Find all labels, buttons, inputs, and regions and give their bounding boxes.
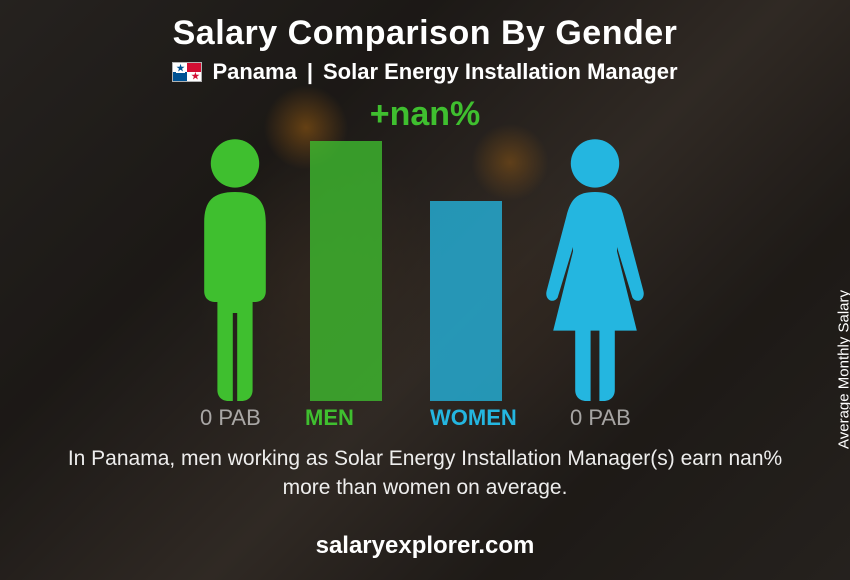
women-bar (430, 201, 502, 401)
y-axis-label: Average Monthly Salary (836, 290, 850, 449)
infographic-content: Salary Comparison By Gender ★ ★ Panama |… (0, 0, 850, 580)
page-title: Salary Comparison By Gender (0, 0, 850, 53)
subtitle-row: ★ ★ Panama | Solar Energy Installation M… (0, 59, 850, 85)
men-label: MEN (305, 405, 354, 431)
chart-area: +nan% 0 PAB MEN WOMEN 0 PAB (0, 95, 850, 435)
separator: | (307, 59, 313, 85)
job-title: Solar Energy Installation Manager (323, 59, 678, 85)
men-value: 0 PAB (200, 405, 261, 431)
women-value: 0 PAB (570, 405, 631, 431)
percent-difference-label: +nan% (370, 95, 481, 134)
site-credit: salaryexplorer.com (0, 532, 850, 560)
panama-flag-icon: ★ ★ (172, 62, 202, 82)
flag-star-tl: ★ (176, 64, 184, 73)
women-label: WOMEN (430, 405, 517, 431)
male-pictogram-icon (180, 137, 290, 401)
description-text: In Panama, men working as Solar Energy I… (60, 445, 790, 502)
female-pictogram-icon (540, 137, 650, 401)
flag-star-br: ★ (191, 72, 199, 81)
country-name: Panama (212, 59, 296, 85)
axis-labels: 0 PAB MEN WOMEN 0 PAB (0, 405, 850, 435)
men-bar (310, 141, 382, 401)
flag-bl (173, 72, 187, 81)
